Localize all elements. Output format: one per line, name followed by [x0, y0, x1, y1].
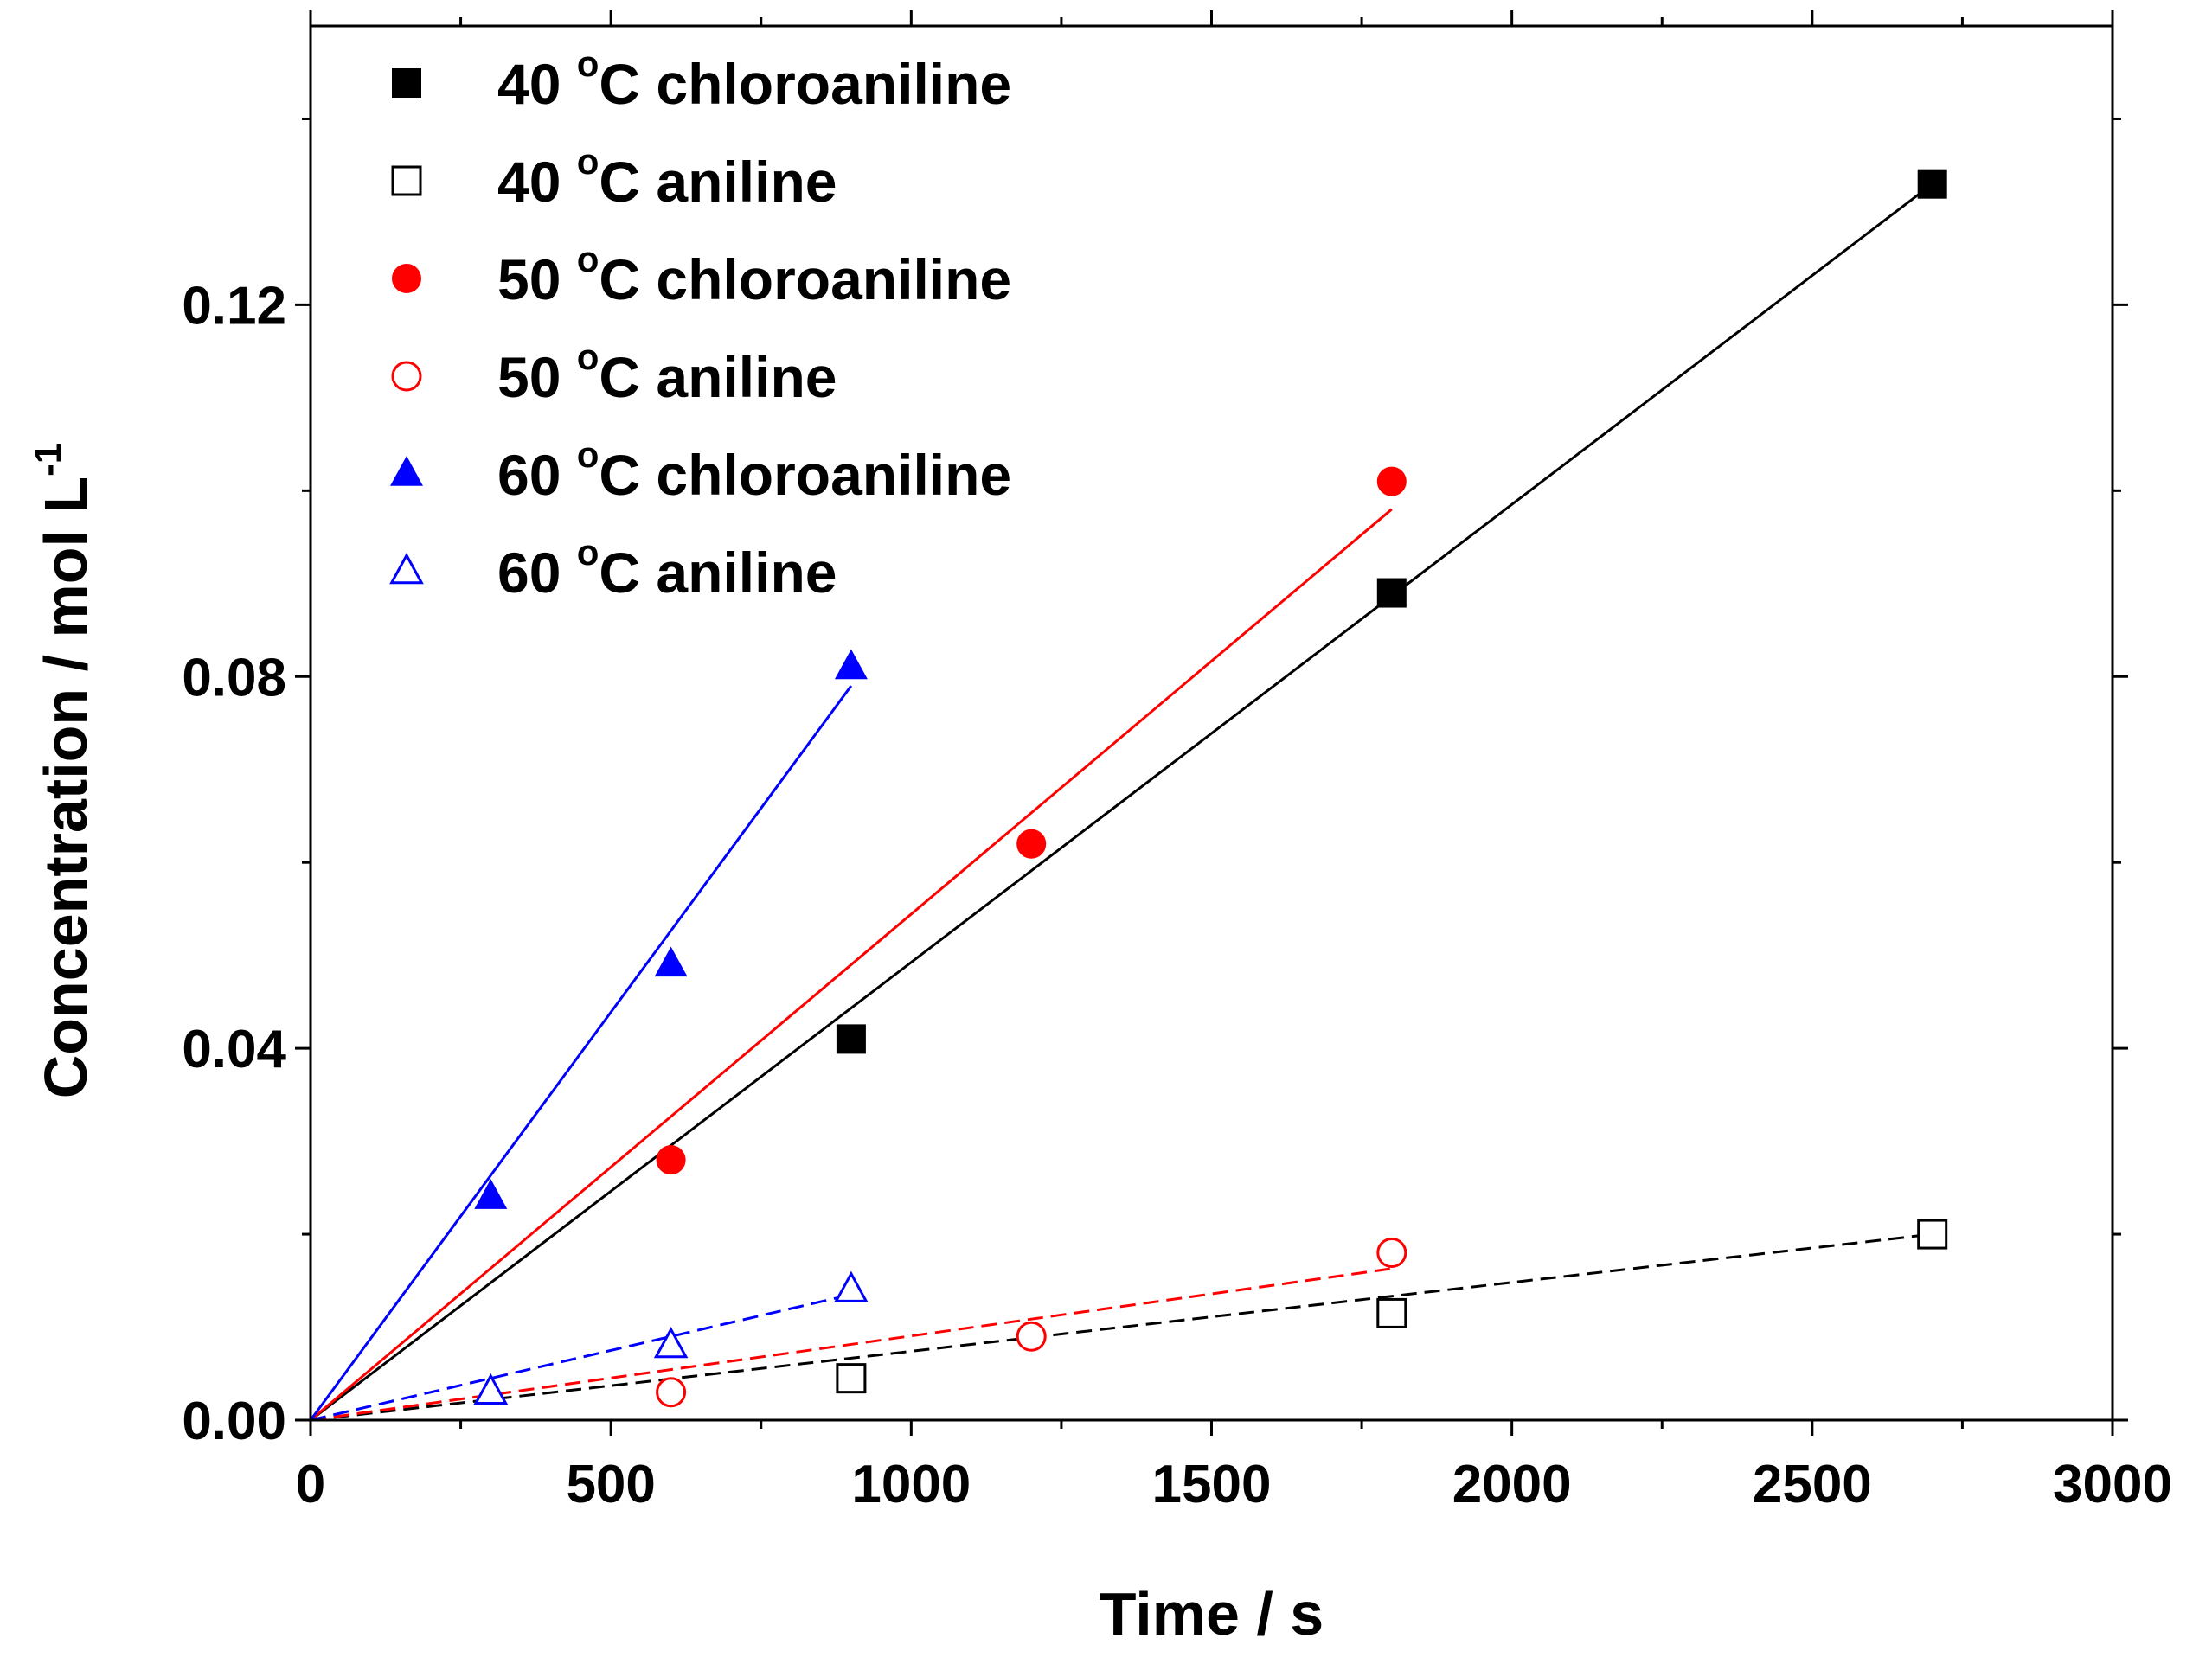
x-axis-title: Time / s [1100, 1580, 1324, 1648]
axis-ticks [295, 10, 2128, 1436]
legend-label-degree: o [577, 336, 599, 377]
legend-label-prefix: 60 [497, 541, 577, 605]
legend-label-degree: o [577, 434, 599, 475]
x-tick-label: 1000 [851, 1455, 971, 1514]
y-tick-label: 0.00 [182, 1392, 286, 1451]
data-point-series-6 [473, 1373, 509, 1405]
legend-entry: 40 oC aniline [391, 141, 837, 214]
data-point-series-2 [836, 1363, 867, 1394]
legend-label-suffix: C chloroaniline [599, 247, 1011, 311]
data-point-series-2 [1376, 1297, 1407, 1328]
legend-marker [392, 264, 421, 293]
legend-label: 40 oC chloroaniline [497, 43, 1011, 116]
y-tick-labels: 0.00 0.04 0.08 0.12 [182, 276, 286, 1451]
x-tick-label: 3000 [2053, 1455, 2172, 1514]
legend-entry: 50 oC chloroaniline [392, 239, 1011, 311]
fit-line-series-5 [309, 685, 853, 1421]
legend-marker [392, 68, 421, 98]
data-point-series-4 [1016, 1321, 1047, 1352]
y-axis-title-main: Concentration / mol L [32, 477, 99, 1098]
legend-label-suffix: C aniline [599, 541, 837, 605]
data-point-series-4 [1376, 1238, 1407, 1269]
data-point-series-4 [656, 1377, 687, 1408]
legend-label-prefix: 40 [497, 150, 577, 214]
legend-entry: 40 oC chloroaniline [392, 43, 1011, 116]
data-point-series-1 [1917, 169, 1947, 199]
legend-marker [389, 553, 424, 585]
legend-label: 60 oC aniline [497, 532, 837, 605]
legend-label-suffix: C chloroaniline [599, 443, 1011, 507]
legend-label-prefix: 50 [497, 345, 577, 409]
data-point-series-2 [1917, 1219, 1948, 1250]
x-tick-label: 2000 [1452, 1455, 1572, 1514]
plot-frame [309, 24, 2114, 1422]
legend-label-degree: o [577, 141, 599, 182]
data-point-series-1 [836, 1024, 866, 1054]
data-point-series-6 [653, 1327, 689, 1359]
fit-line-series-3 [310, 508, 1393, 1422]
data-point-series-1 [1376, 578, 1407, 608]
legend-label: 50 oC chloroaniline [497, 239, 1011, 311]
legend-entry: 50 oC aniline [391, 336, 837, 409]
y-tick-label: 0.08 [182, 648, 286, 707]
legend-label-degree: o [577, 532, 599, 573]
x-tick-label: 2500 [1753, 1455, 1872, 1514]
legend-label: 60 oC chloroaniline [497, 434, 1011, 507]
legend-label-suffix: C aniline [599, 345, 837, 409]
legend-marker [390, 456, 423, 486]
legend-marker [391, 361, 422, 392]
data-point-series-3 [656, 1145, 686, 1175]
fit-line-series-1 [310, 182, 1933, 1422]
legend-label-suffix: C chloroaniline [599, 52, 1011, 116]
x-tick-label: 0 [296, 1455, 325, 1514]
data-point-series-3 [1376, 466, 1407, 496]
legend-label-prefix: 60 [497, 443, 577, 507]
y-tick-label: 0.04 [182, 1020, 286, 1079]
data-point-series-3 [1016, 829, 1047, 859]
legend-label-degree: o [577, 43, 599, 84]
x-tick-labels: 0 500 1000 1500 2000 2500 3000 [296, 1455, 2172, 1514]
legend-label: 40 oC aniline [497, 141, 837, 214]
data-point-series-5 [474, 1179, 508, 1209]
legend-entry: 60 oC chloroaniline [390, 434, 1011, 507]
data-point-series-6 [834, 1270, 869, 1302]
legend-marker [391, 165, 422, 196]
fit-line-series-4 [310, 1267, 1393, 1422]
legend-label-degree: o [577, 239, 599, 279]
legend-label-suffix: C aniline [599, 150, 837, 214]
legend-label: 50 oC aniline [497, 336, 837, 409]
y-axis-title-superscript: -1 [27, 443, 69, 477]
data-point-series-5 [654, 946, 688, 977]
data-markers [473, 169, 1948, 1408]
y-axis-title: Concentration / mol L-1 [27, 443, 99, 1099]
legend-entry: 60 oC aniline [389, 532, 837, 605]
legend-label-prefix: 40 [497, 52, 577, 116]
data-point-series-5 [834, 649, 868, 680]
fit-lines [309, 182, 1933, 1422]
y-tick-label: 0.12 [182, 276, 286, 336]
fit-line-series-2 [310, 1232, 1933, 1422]
x-tick-label: 1500 [1152, 1455, 1272, 1514]
x-tick-label: 500 [566, 1455, 655, 1514]
legend-label-prefix: 50 [497, 247, 577, 311]
